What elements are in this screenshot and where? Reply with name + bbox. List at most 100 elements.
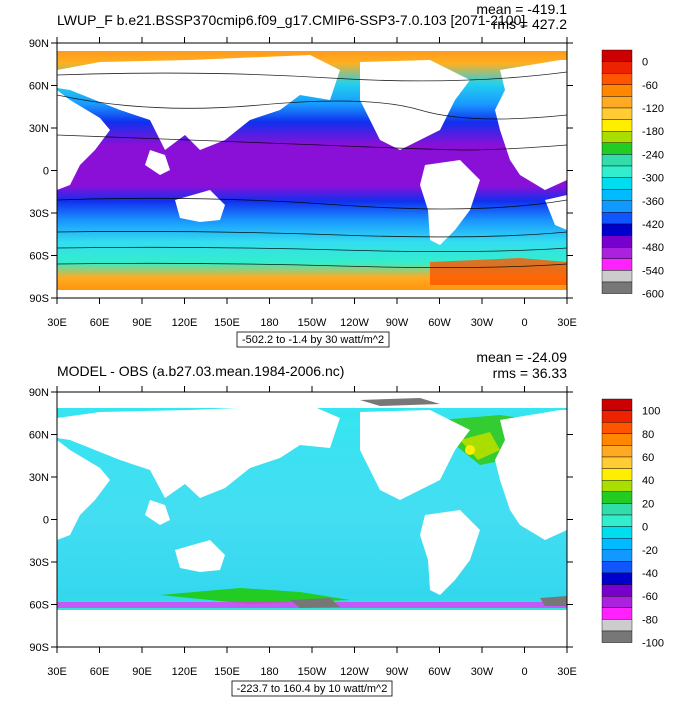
lat-label: 0	[43, 515, 49, 527]
lon-label: 30W	[471, 317, 494, 329]
colorbar-swatch	[601, 410, 633, 423]
colorbar-label: -240	[642, 149, 664, 161]
colorbar-label: 60	[642, 452, 654, 464]
lat-label: 30N	[29, 472, 49, 484]
panel-top-rms: rms = 427.2	[493, 16, 568, 32]
colorbar-label: 80	[642, 429, 654, 441]
lon-label: 90W	[386, 317, 409, 329]
colorbar-swatch	[601, 596, 633, 609]
colorbar-label: -100	[642, 638, 664, 650]
colorbar-swatch	[601, 526, 633, 539]
colorbar-label: 100	[642, 406, 660, 418]
colorbar-label: -180	[642, 126, 664, 138]
panel-bottom-info-box: -223.7 to 160.4 by 10 watt/m^2	[231, 680, 393, 697]
colorbar-swatch	[601, 130, 633, 143]
colorbar-label: 40	[642, 475, 654, 487]
panel-top: LWUP_F b.e21.BSSP370cmip6.f09_g17.CMIP6-…	[29, 1, 664, 348]
colorbar-label: -480	[642, 242, 664, 254]
colorbar-swatch	[601, 235, 633, 248]
lon-label: 90E	[132, 666, 152, 678]
lat-label: 60S	[29, 600, 49, 612]
colorbar-swatch	[601, 549, 633, 562]
colorbar-swatch	[601, 200, 633, 213]
lon-label: 180	[260, 666, 278, 678]
colorbar-swatch	[601, 165, 633, 178]
colorbar-swatch	[601, 119, 633, 132]
lon-label: 30E	[557, 317, 577, 329]
colorbar-swatch	[601, 142, 633, 155]
lon-label: 90W	[386, 666, 409, 678]
lon-label: 60E	[90, 317, 110, 329]
lat-label: 90N	[29, 38, 49, 50]
colorbar-swatch	[601, 561, 633, 574]
panel-bottom-map	[57, 392, 567, 647]
lon-label: 0	[521, 317, 527, 329]
colorbar-swatch	[601, 212, 633, 225]
colorbar-label: 0	[642, 57, 648, 69]
lon-label: 0	[521, 666, 527, 678]
lat-label: 0	[43, 166, 49, 178]
panel-top-ticks: 90N 60N 30N 0 30S 60S 90S 30E 60E 90E 120E 150E 180 1…	[29, 37, 577, 329]
lon-label: 120W	[340, 317, 369, 329]
colorbar-swatch	[601, 177, 633, 190]
colorbar-label: -540	[642, 265, 664, 277]
colorbar-swatch	[601, 503, 633, 516]
lon-label: 150E	[214, 666, 240, 678]
panel-top-title: LWUP_F b.e21.BSSP370cmip6.f09_g17.CMIP6-…	[57, 12, 525, 28]
colorbar-swatch	[601, 96, 633, 109]
lon-label: 60E	[90, 666, 110, 678]
lat-label: 30S	[29, 557, 49, 569]
colorbar-swatch	[601, 154, 633, 167]
colorbar-label: 0	[642, 522, 648, 534]
colorbar-swatch	[601, 538, 633, 551]
colorbar-swatch	[601, 514, 633, 527]
colorbar-label: -120	[642, 103, 664, 115]
colorbar-swatch	[601, 258, 633, 271]
lon-label: 150E	[214, 317, 240, 329]
colorbar-swatch	[601, 223, 633, 236]
lat-label: 60N	[29, 430, 49, 442]
colorbar-swatch	[601, 630, 633, 643]
lon-label: 180	[260, 317, 278, 329]
colorbar-swatch	[601, 619, 633, 632]
panel-bottom-title: MODEL - OBS (a.b27.03.mean.1984-2006.nc)	[57, 363, 344, 379]
colorbar-swatch	[601, 61, 633, 74]
continents-top	[57, 55, 567, 245]
colorbar-swatch	[601, 49, 633, 62]
lat-label: 60N	[29, 81, 49, 93]
colorbar-swatch	[601, 270, 633, 283]
lon-label: 60W	[428, 317, 451, 329]
colorbar-swatch	[601, 491, 633, 504]
colorbar-label: 20	[642, 498, 654, 510]
panel-top-map	[57, 43, 567, 298]
lon-label: 150W	[298, 317, 327, 329]
lon-label: 30W	[471, 666, 494, 678]
lat-label: 60S	[29, 251, 49, 263]
panel-top-info: -502.2 to -1.4 by 30 watt/m^2	[242, 334, 384, 346]
colorbar-label: -300	[642, 173, 664, 185]
lon-label: 120W	[340, 666, 369, 678]
panel-top-colorbar: 0 -60 -120 -180 -240 -300 -360 -420 -480 -540 -600	[601, 49, 664, 301]
colorbar-swatch	[601, 572, 633, 585]
colorbar-swatch	[601, 84, 633, 97]
lat-label: 30S	[29, 208, 49, 220]
continents-bottom	[57, 405, 567, 595]
colorbar-label: -20	[642, 545, 658, 557]
colorbar-label: -60	[642, 80, 658, 92]
lon-label: 90E	[132, 317, 152, 329]
lat-label: 90S	[29, 642, 49, 654]
lon-label: 60W	[428, 666, 451, 678]
panel-top-mean: mean = -419.1	[476, 1, 567, 17]
colorbar-swatch	[601, 422, 633, 435]
lon-label: 30E	[47, 317, 67, 329]
panel-top-info-box: -502.2 to -1.4 by 30 watt/m^2	[236, 331, 390, 348]
lon-label: 30E	[47, 666, 67, 678]
lon-label: 30E	[557, 666, 577, 678]
colorbar-label: -60	[642, 591, 658, 603]
colorbar-swatch	[601, 72, 633, 85]
colorbar-swatch	[601, 281, 633, 294]
lat-label: 90S	[29, 293, 49, 305]
lat-label: 30N	[29, 123, 49, 135]
panel-bottom-info: -223.7 to 160.4 by 10 watt/m^2	[237, 683, 388, 695]
